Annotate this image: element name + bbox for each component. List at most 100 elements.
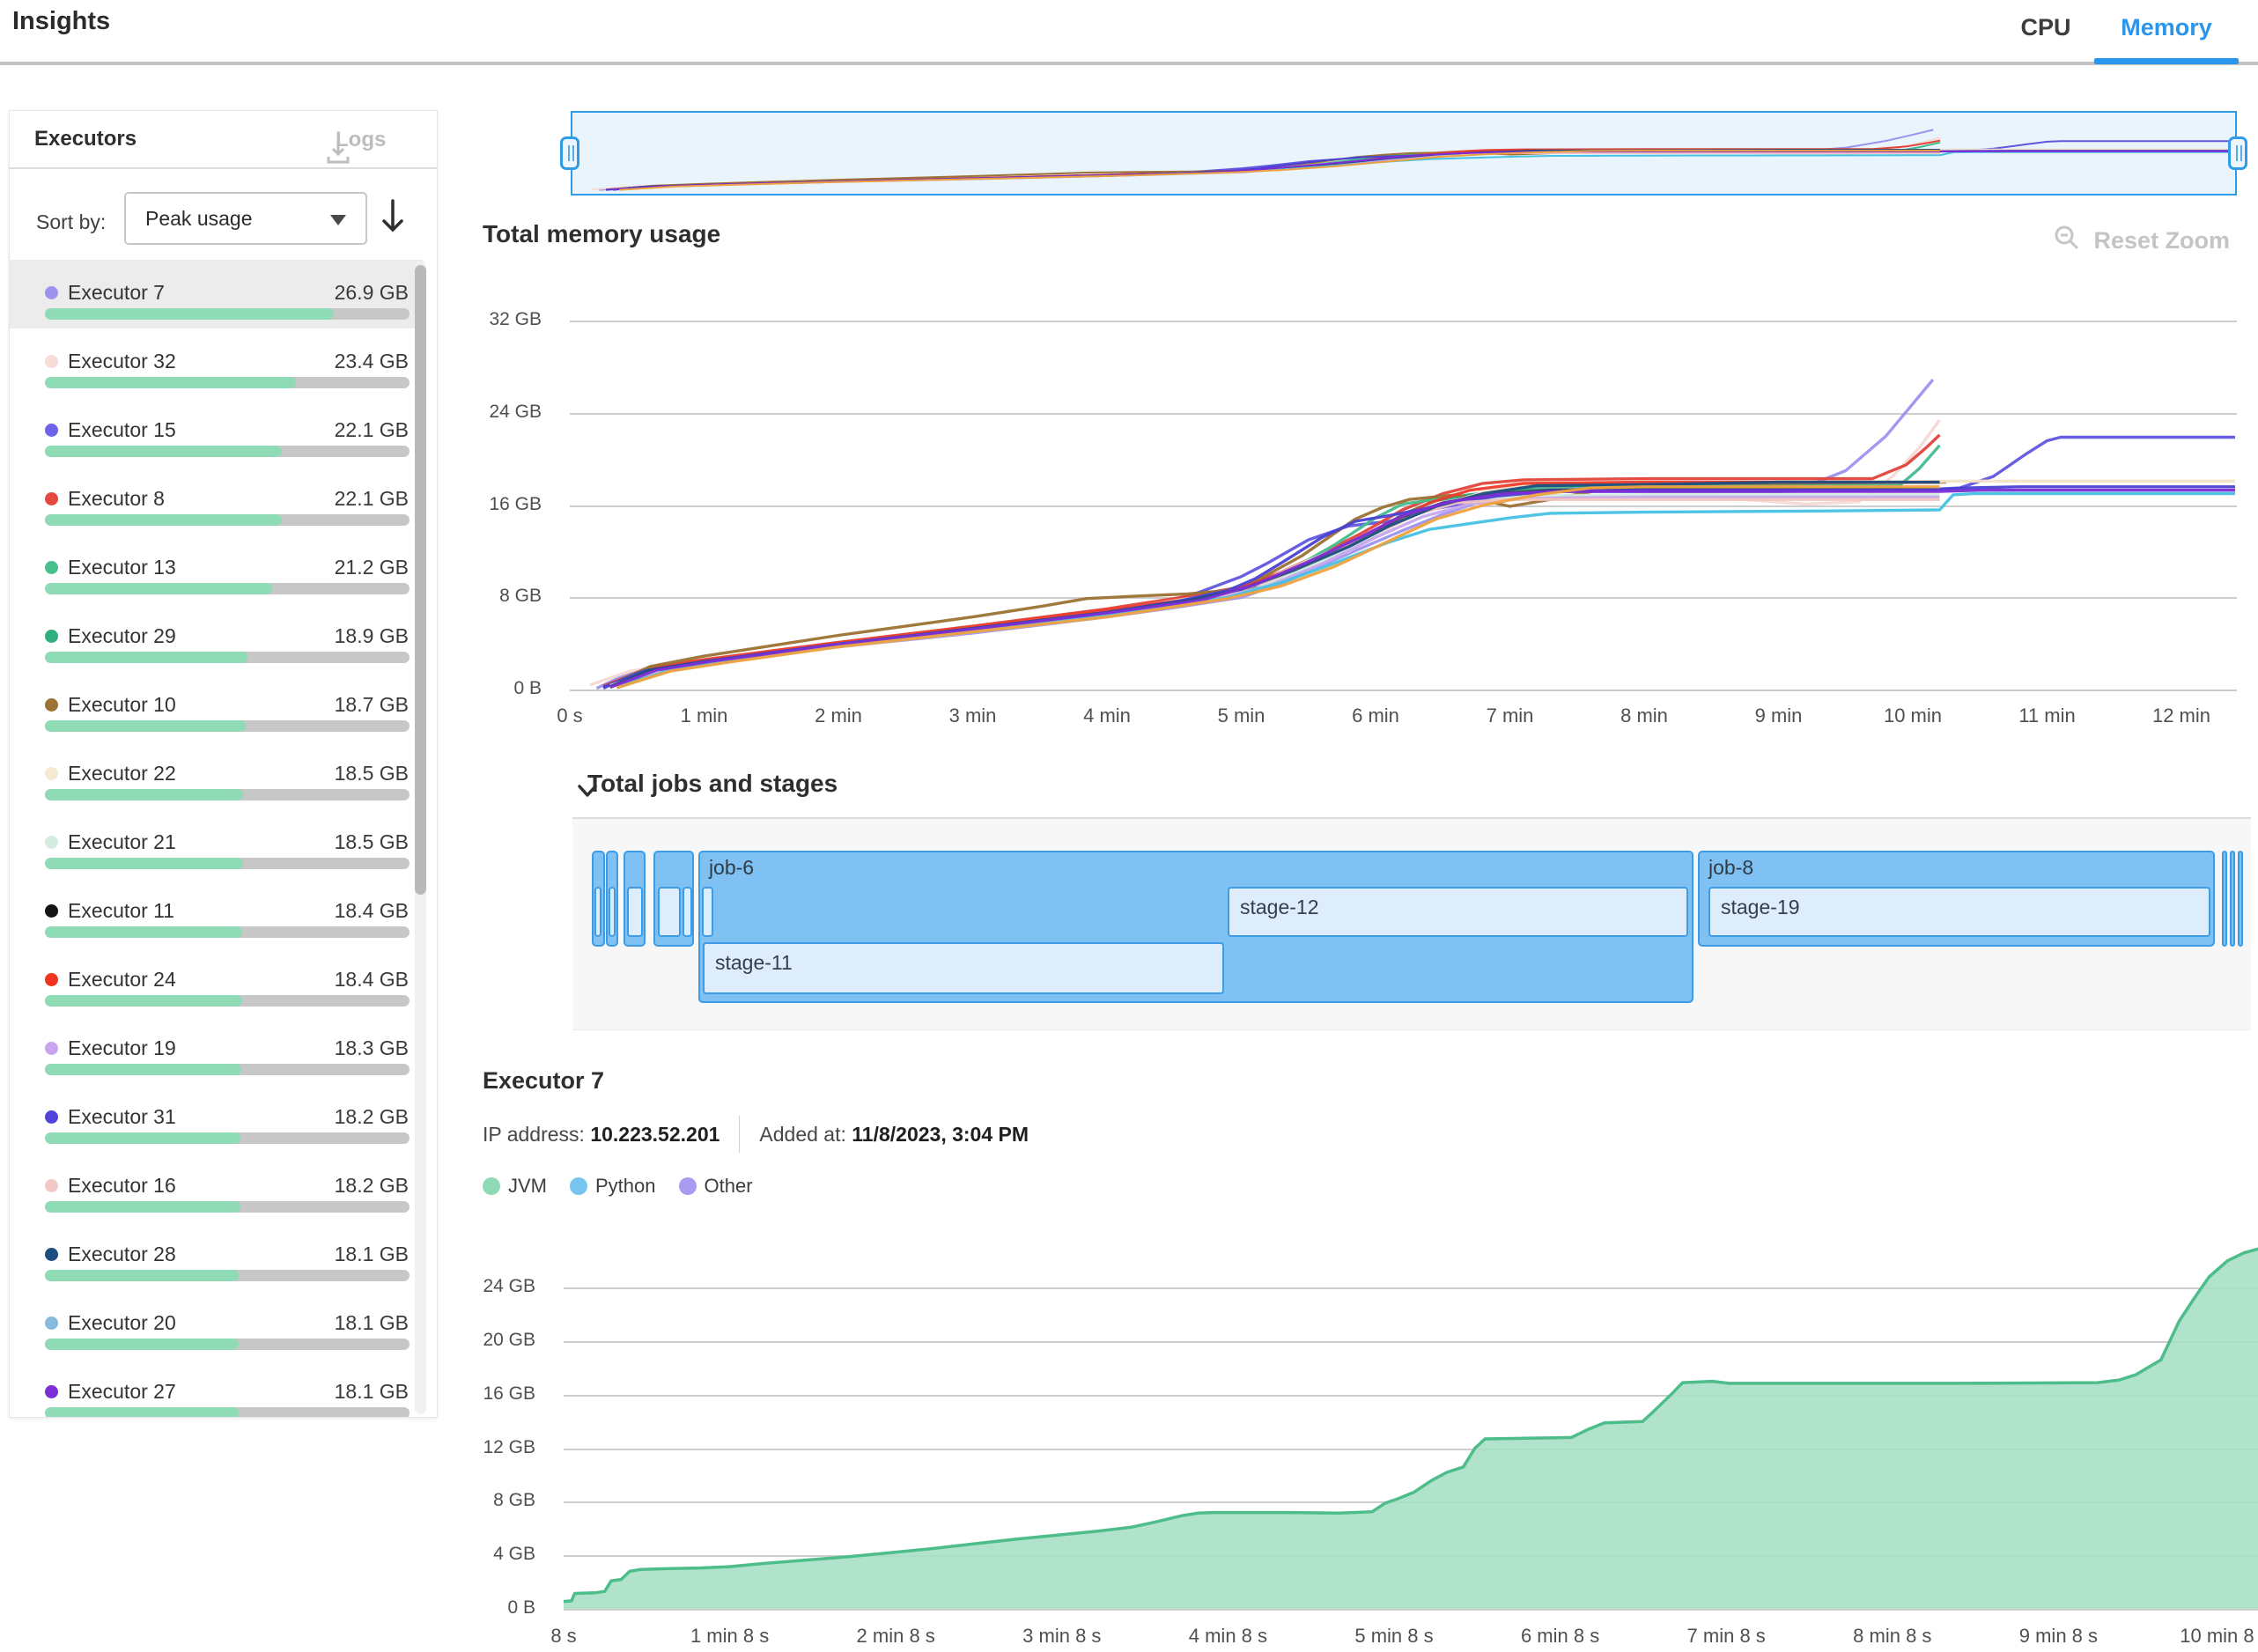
x-axis-label: 4 min 8 s — [1188, 1625, 1268, 1647]
grip-line — [2240, 145, 2242, 161]
logs-button-label: Logs — [336, 128, 387, 151]
tab-memory[interactable]: Memory — [2121, 14, 2212, 41]
x-axis-label: 8 s — [550, 1625, 577, 1647]
y-axis-label: 20 GB — [483, 1330, 535, 1350]
x-axis-label: 6 min — [1352, 704, 1399, 726]
executor-peak-value: 18.5 GB — [334, 830, 409, 853]
x-axis-label: 10 min — [1883, 704, 1943, 726]
executor-usage-bar — [45, 1132, 410, 1144]
executor-usage-bar — [45, 995, 410, 1007]
logs-button[interactable]: Logs — [327, 125, 424, 164]
stage-block[interactable]: stage-12 — [1228, 887, 1688, 937]
stage-block[interactable]: stage-19 — [1708, 887, 2210, 937]
executor-row[interactable]: Executor 22 18.5 GB — [10, 741, 424, 809]
executor-name: Executor 22 — [68, 762, 176, 785]
y-axis-label: 0 B — [507, 1597, 535, 1618]
executor-usage-bar — [45, 446, 410, 457]
executor-row[interactable]: Executor 27 18.1 GB — [10, 1359, 424, 1417]
executor-usage-bar — [45, 652, 410, 663]
sort-direction-button[interactable] — [378, 195, 413, 241]
executor-name: Executor 24 — [68, 968, 176, 991]
executor-name: Executor 21 — [68, 830, 176, 853]
legend-item-python: Python — [570, 1175, 656, 1198]
executor-peak-value: 18.1 GB — [334, 1311, 409, 1334]
brush-handle-right[interactable] — [2228, 136, 2247, 170]
executor-name: Executor 27 — [68, 1380, 176, 1403]
x-axis-label: 8 min 8 s — [1853, 1625, 1932, 1647]
gridline — [570, 690, 2237, 691]
memory-series-line — [609, 498, 1940, 688]
x-axis-label: 5 min 8 s — [1354, 1625, 1434, 1647]
executor-color-dot — [45, 1110, 58, 1124]
y-axis-label: 4 GB — [493, 1544, 535, 1565]
stage-block[interactable]: stage-11 — [703, 942, 1224, 994]
executor-row[interactable]: Executor 20 18.1 GB — [10, 1290, 424, 1359]
executor-peak-value: 18.2 GB — [334, 1105, 409, 1128]
executor-row[interactable]: Executor 11 18.4 GB — [10, 878, 424, 947]
memory-type-legend: JVM Python Other — [483, 1175, 753, 1198]
executor-row[interactable]: Executor 31 18.2 GB — [10, 1084, 424, 1153]
legend-item-other: Other — [678, 1175, 753, 1198]
brush-series-line — [619, 151, 1940, 191]
x-axis-label: 9 min — [1754, 704, 1803, 726]
stage-block-small[interactable] — [609, 887, 616, 937]
executor-row[interactable]: Executor 10 18.7 GB — [10, 672, 424, 741]
scrollbar-thumb[interactable] — [415, 265, 426, 895]
executor-list: Executor 7 26.9 GB Executor 32 23.4 GB Execu… — [10, 260, 437, 1417]
legend-item-jvm: JVM — [483, 1175, 547, 1198]
executor-row[interactable]: Executor 16 18.2 GB — [10, 1153, 424, 1221]
x-axis-label: 10 min 8 s — [2180, 1625, 2258, 1647]
stage-block-small[interactable] — [658, 887, 681, 937]
memory-series-line — [589, 418, 1941, 687]
job-block-small[interactable] — [2238, 851, 2243, 947]
executor-color-dot — [45, 424, 58, 437]
executor-color-dot — [45, 698, 58, 712]
job-block-small[interactable] — [2222, 851, 2227, 947]
executor-usage-bar — [45, 377, 410, 388]
executor-color-dot — [45, 904, 58, 918]
zoom-brush-region[interactable] — [571, 111, 2237, 195]
executor-name: Executor 19 — [68, 1036, 176, 1059]
executor-peak-value: 22.1 GB — [334, 487, 409, 510]
grip-line — [2236, 145, 2238, 161]
executor-row[interactable]: Executor 29 18.9 GB — [10, 603, 424, 672]
gridline — [570, 505, 2237, 507]
executor-row[interactable]: Executor 15 22.1 GB — [10, 397, 424, 466]
stage-block-small[interactable] — [683, 887, 692, 937]
gridline — [570, 597, 2237, 600]
added-at-label: Added at: — [759, 1122, 846, 1146]
vertical-divider — [739, 1116, 741, 1153]
executor-peak-value: 18.4 GB — [334, 968, 409, 991]
executor-row[interactable]: Executor 32 23.4 GB — [10, 328, 424, 397]
executor-row[interactable]: Executor 13 21.2 GB — [10, 535, 424, 603]
executor-color-dot — [45, 767, 58, 780]
memory-series-line — [616, 485, 1940, 690]
stage-label: stage-12 — [1240, 896, 1319, 918]
executor-row[interactable]: Executor 21 18.5 GB — [10, 809, 424, 878]
executor-peak-value: 18.4 GB — [334, 899, 409, 922]
area-fill — [564, 1249, 2258, 1609]
other-dot-icon — [678, 1177, 697, 1195]
executor-row[interactable]: Executor 28 18.1 GB — [10, 1221, 424, 1290]
executor-name: Executor 15 — [68, 418, 176, 441]
stage-block-small[interactable] — [627, 887, 643, 937]
executor-row[interactable]: Executor 8 22.1 GB — [10, 466, 424, 535]
jobs-section-toggle[interactable]: Total jobs and stages — [577, 770, 838, 798]
executors-panel: Executors Logs Sort by: Peak usage Execu… — [9, 110, 438, 1418]
stage-block-small[interactable] — [594, 887, 601, 937]
job-block-small[interactable] — [2230, 851, 2235, 947]
executor-row[interactable]: Executor 24 18.4 GB — [10, 947, 424, 1015]
stage-block-small[interactable] — [702, 887, 713, 937]
reset-zoom-button[interactable]: Reset Zoom — [2055, 222, 2256, 254]
jobs-section-title: Total jobs and stages — [587, 770, 838, 797]
executor-row[interactable]: Executor 7 26.9 GB — [10, 260, 424, 328]
executor-name: Executor 32 — [68, 350, 176, 372]
executor-row[interactable]: Executor 19 18.3 GB — [10, 1015, 424, 1084]
x-axis-label: 3 min 8 s — [1022, 1625, 1102, 1647]
tab-cpu[interactable]: CPU — [2020, 14, 2071, 41]
brush-handle-left[interactable] — [560, 136, 579, 170]
executor-name: Executor 29 — [68, 624, 176, 647]
executor-peak-value: 21.2 GB — [334, 556, 409, 579]
gridline — [564, 1394, 2258, 1397]
sort-select[interactable]: Peak usage — [124, 192, 367, 245]
